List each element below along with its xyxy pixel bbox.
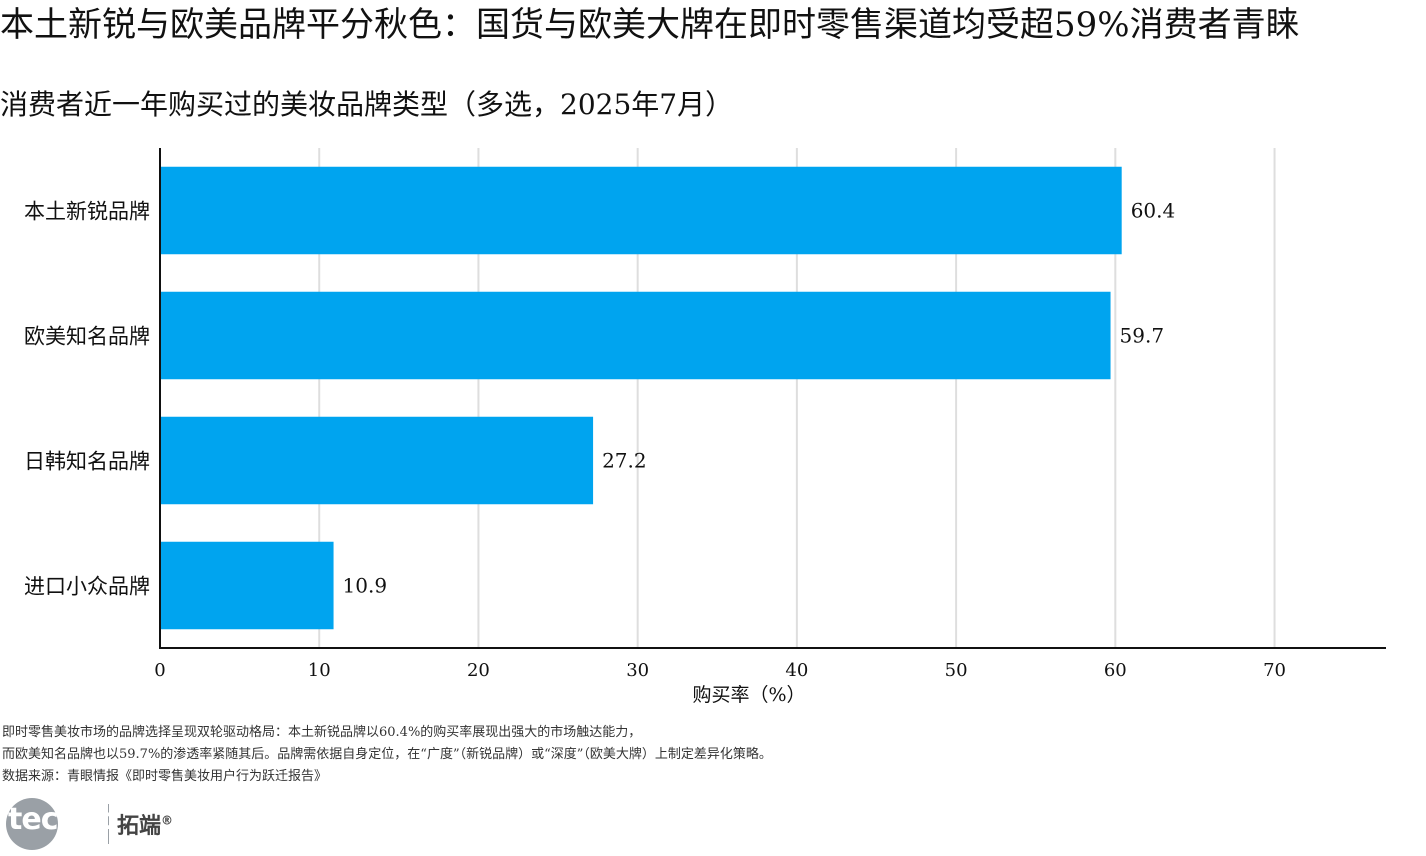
logo-name-text: 拓端 — [117, 814, 162, 839]
logo-divider — [108, 804, 109, 844]
x-tick-label-30: 30 — [626, 660, 649, 681]
x-tick-label-60: 60 — [1104, 660, 1127, 681]
bar-3 — [160, 416, 594, 505]
category-label-3: 日韩知名品牌 — [24, 450, 150, 474]
x-tick-label-70: 70 — [1263, 660, 1286, 681]
bar-1 — [160, 166, 1122, 255]
tecdat-logo-icon: tecdat — [6, 796, 112, 852]
registered-mark: ® — [161, 813, 174, 828]
x-axis-title: 购买率（%） — [692, 684, 805, 706]
chart-notes: 即时零售美妆市场的品牌选择呈现双轮驱动格局：本土新锐品牌以60.4%的购买率展现… — [2, 722, 772, 788]
x-tick-label-0: 0 — [154, 660, 165, 681]
chart-subtitle: 消费者近一年购买过的美妆品牌类型（多选，2025年7月） — [0, 88, 734, 121]
source-note: 数据来源：青眼情报《即时零售美妆用户行为跃迁报告》 — [2, 769, 328, 784]
chart-title: 本土新锐与欧美品牌平分秋色：国货与欧美大牌在即时零售渠道均受超59%消费者青睐 — [0, 5, 1300, 45]
x-tick-label-10: 10 — [308, 660, 331, 681]
data-label-1: 60.4 — [1131, 199, 1176, 223]
x-tick-label-20: 20 — [467, 660, 490, 681]
logo-mark-text: tecdat — [8, 802, 112, 837]
brand-logo: tecdat 拓端® — [6, 796, 173, 852]
bar-2 — [160, 291, 1111, 380]
category-label-2: 欧美知名品牌 — [24, 325, 150, 349]
note-line-2: 而欧美知名品牌也以59.7%的渗透率紧随其后。品牌需依据自身定位，在“广度”（新… — [2, 747, 772, 762]
x-tick-label-40: 40 — [785, 660, 808, 681]
data-label-4: 10.9 — [343, 574, 388, 598]
x-tick-label-50: 50 — [945, 660, 968, 681]
axes — [159, 148, 1386, 649]
bar-chart: 0 10 20 30 40 50 60 70 本土新锐品牌 60.4 欧美知名品牌 59.7 日韩知名品… — [24, 148, 1386, 707]
category-label-1: 本土新锐品牌 — [24, 200, 150, 224]
data-label-2: 59.7 — [1120, 324, 1165, 348]
category-label-4: 进口小众品牌 — [24, 575, 150, 599]
logo-name: 拓端® — [117, 808, 173, 840]
labels: 0 10 20 30 40 50 60 70 本土新锐品牌 60.4 欧美知名品牌 59.7 日韩知名品… — [24, 199, 1286, 707]
data-label-3: 27.2 — [602, 449, 647, 473]
bar-4 — [160, 541, 334, 630]
bars — [160, 166, 1122, 630]
note-line-1: 即时零售美妆市场的品牌选择呈现双轮驱动格局：本土新锐品牌以60.4%的购买率展现… — [2, 725, 642, 740]
